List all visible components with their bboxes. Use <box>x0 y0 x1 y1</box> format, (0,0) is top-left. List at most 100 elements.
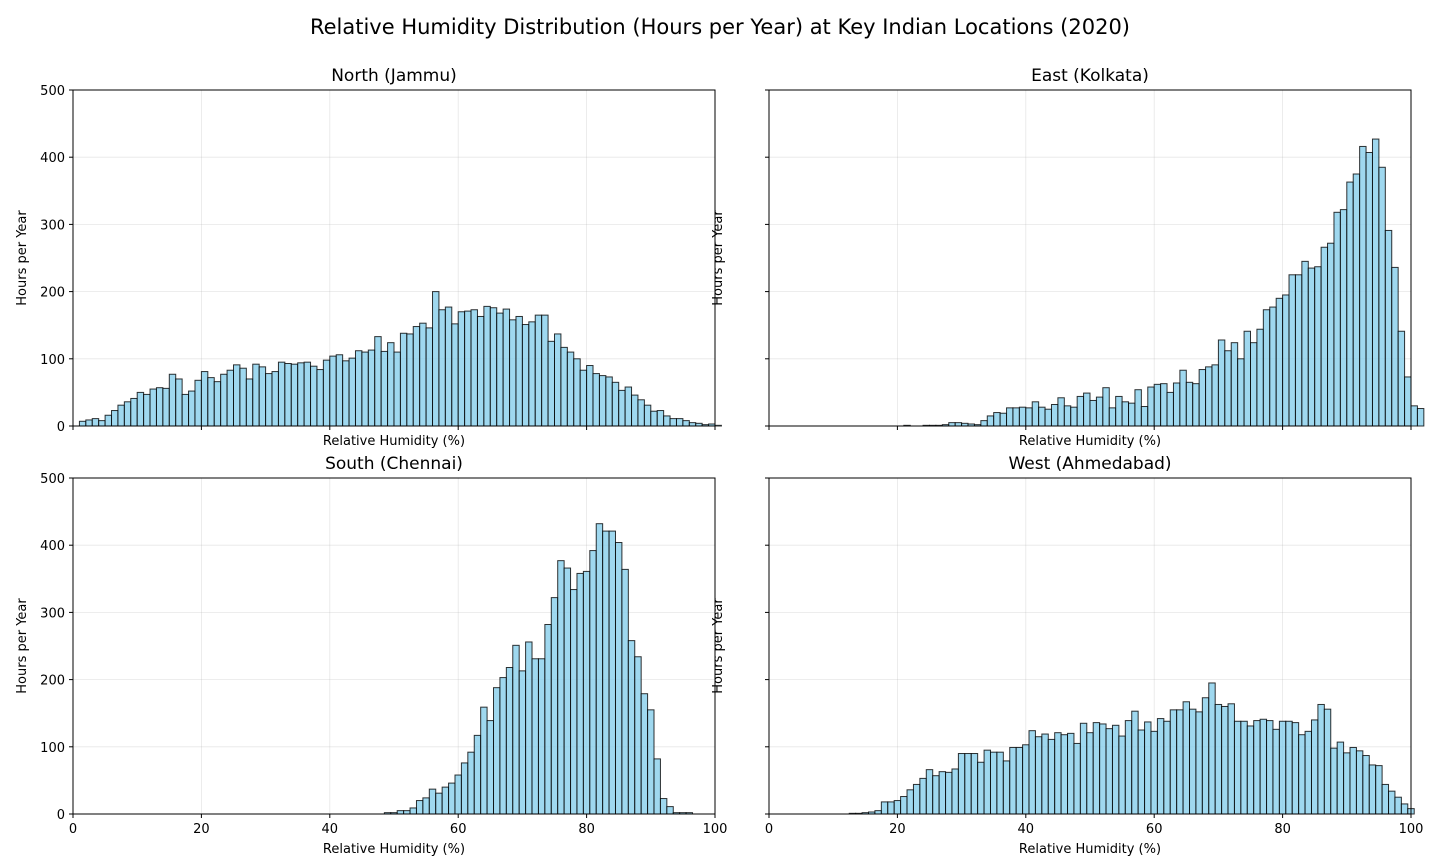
y-tick-label: 300 <box>40 606 65 621</box>
y-tick-label: 100 <box>40 353 65 368</box>
histogram-bar <box>528 321 536 427</box>
x-axis-label: Relative Humidity (%) <box>323 842 465 857</box>
histogram-bar <box>1163 720 1171 815</box>
histogram-bar <box>425 327 434 427</box>
axes-frame <box>72 477 716 815</box>
histogram-bar <box>1381 783 1390 815</box>
histogram-bar <box>554 333 562 427</box>
histogram-bar <box>666 806 674 815</box>
histogram-bar <box>627 640 636 815</box>
histogram-bar <box>1150 730 1158 815</box>
histogram-bar <box>1108 407 1117 427</box>
histogram-bar <box>547 340 556 427</box>
histogram-bar <box>322 359 331 427</box>
histogram-bar <box>1346 181 1354 427</box>
histogram-bar <box>380 350 389 427</box>
histogram-bar <box>945 771 953 815</box>
histogram-bar <box>957 753 966 815</box>
histogram-bar <box>489 307 498 427</box>
histogram-bar <box>1384 229 1393 427</box>
histogram-bar <box>682 420 690 427</box>
histogram-bar <box>541 314 549 427</box>
histogram-bar <box>117 404 125 427</box>
histogram-bar <box>893 800 902 815</box>
histogram-bar <box>435 792 443 815</box>
histogram-bar <box>1227 703 1235 815</box>
histogram-bar <box>271 371 279 427</box>
histogram-bar <box>688 422 697 427</box>
histogram-bar <box>518 670 527 815</box>
subplot-2: East (Kolkata) Relative Humidity (%) Hours… <box>711 66 1425 449</box>
histogram-bar <box>1198 369 1207 427</box>
figure-title: Relative Humidity Distribution (Hours pe… <box>310 15 1130 39</box>
histogram-bar <box>1375 765 1383 815</box>
histogram-bar <box>1208 682 1216 815</box>
histogram-bar <box>143 393 151 427</box>
histogram-bar <box>1278 720 1287 815</box>
histogram-bar <box>213 381 222 427</box>
histogram-bar <box>647 709 655 815</box>
histogram-bar <box>1336 741 1345 815</box>
histogram-bar <box>906 789 914 815</box>
histogram-bar <box>1038 406 1046 427</box>
histogram-bar <box>98 420 106 427</box>
histogram-bar <box>1201 697 1210 815</box>
histogram-bar <box>239 367 247 427</box>
histogram-bar <box>996 751 1004 815</box>
histogram-bar <box>880 801 889 815</box>
histogram-bar <box>618 389 626 427</box>
histogram-bar <box>1416 408 1425 427</box>
x-tick-label: 0 <box>765 822 773 837</box>
histogram-bar <box>444 306 453 427</box>
histogram-bar <box>1397 330 1406 427</box>
histogram-bar <box>1079 722 1088 815</box>
histogram-bar <box>441 786 450 815</box>
histogram-bar <box>999 412 1008 427</box>
x-tick-label: 20 <box>889 822 906 837</box>
x-tick-label: 100 <box>703 822 728 837</box>
histogram-bar <box>387 342 395 427</box>
histogram-bar <box>544 623 552 815</box>
histogram-bar <box>1230 342 1239 427</box>
histogram-bar <box>1121 401 1130 427</box>
histogram-bar <box>1410 405 1418 427</box>
histogram-bar <box>1111 724 1120 815</box>
histogram-bar <box>1006 407 1014 427</box>
histogram-bar <box>938 771 947 815</box>
histogram-bar <box>611 381 620 427</box>
histogram-bar <box>1253 720 1261 815</box>
histogram-bar <box>1272 728 1280 815</box>
histogram-bar <box>1221 705 1229 815</box>
histogram-bar <box>335 354 344 427</box>
histogram-bar <box>348 357 356 427</box>
histogram-bar <box>91 418 100 427</box>
histogram-bar <box>983 749 991 815</box>
axes-frame <box>768 477 1412 815</box>
histogram-bar <box>1327 242 1335 427</box>
histogram-bar <box>1185 381 1194 427</box>
y-tick-label: 0 <box>57 808 65 823</box>
histogram-bar <box>900 796 908 815</box>
x-tick-label: 80 <box>1274 822 1291 837</box>
histogram-bar <box>1050 403 1059 427</box>
histogram-bar <box>631 394 639 427</box>
histogram-bar <box>457 311 466 427</box>
bars <box>383 523 694 815</box>
histogram-bar <box>1134 389 1142 427</box>
histogram-bar <box>354 350 363 427</box>
histogram-bar <box>986 415 995 427</box>
y-tick-label: 400 <box>40 539 65 554</box>
subplot-title: South (Chennai) <box>325 454 463 474</box>
histogram-bar <box>220 373 228 427</box>
histogram-bar <box>1262 309 1271 427</box>
histogram-bar <box>598 375 607 427</box>
y-tick-label: 100 <box>40 741 65 756</box>
histogram-bar <box>1176 709 1184 815</box>
histogram-bar <box>980 420 988 427</box>
histogram-bar <box>1240 720 1248 815</box>
histogram-bar <box>650 410 658 427</box>
histogram-bar <box>464 310 472 427</box>
histogram-bar <box>1137 729 1146 815</box>
histogram-bar <box>925 769 934 815</box>
